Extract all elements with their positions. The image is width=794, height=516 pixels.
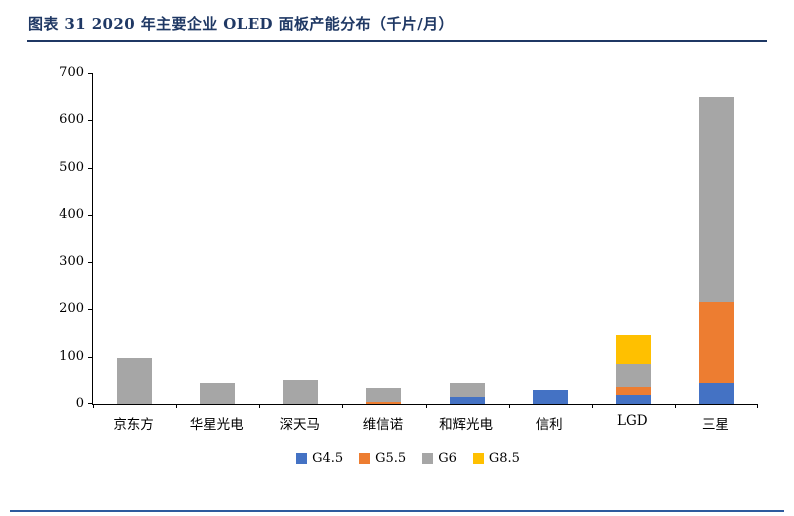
y-axis-tick <box>88 356 92 358</box>
y-axis-tick <box>88 309 92 311</box>
bar-segment-三星-G4.5 <box>698 382 734 404</box>
oled-capacity-chart: 0 100 200 300 400 500 600 700 京东方 华星光电 深天马 维信诺 和辉光电… <box>50 58 766 470</box>
legend-label-G4.5: G4.5 <box>312 451 344 466</box>
legend-label-G5.5: G5.5 <box>375 451 407 466</box>
x-axis-tick <box>508 404 510 408</box>
x-axis-tick <box>93 404 94 408</box>
legend: G4.5 G5.5 G6 G8.5 <box>50 451 766 466</box>
x-axis-tick <box>425 404 427 408</box>
legend-swatch-G4.5 <box>296 453 308 464</box>
bar-segment-LGD-G5.5 <box>615 387 651 395</box>
bar-segment-LGD-G4.5 <box>615 394 651 404</box>
y-axis-tick <box>88 403 92 404</box>
x-axis-tick <box>757 404 758 408</box>
legend-item-G6: G6 <box>422 451 457 466</box>
legend-swatch-G6 <box>422 453 434 464</box>
x-axis-label: 深天马 <box>279 417 321 433</box>
legend-item-G5.5: G5.5 <box>359 451 406 466</box>
x-axis-tick <box>674 404 676 408</box>
x-axis-label: LGD <box>617 413 648 429</box>
x-axis-label: 和辉光电 <box>439 417 494 433</box>
x-axis-tick <box>591 404 593 408</box>
bar-segment-维信诺-G5.5 <box>366 402 402 404</box>
y-axis-tick-label: 200 <box>59 301 84 317</box>
bar-segment-维信诺-G6 <box>366 387 402 403</box>
y-axis-tick-label: 500 <box>59 159 84 175</box>
legend-item-G4.5: G4.5 <box>296 451 343 466</box>
bar-segment-华星光电-G6 <box>200 382 236 404</box>
bar-segment-京东方-G6 <box>117 357 153 404</box>
plot-area <box>88 73 758 408</box>
legend-swatch-G5.5 <box>359 453 371 464</box>
footer-divider <box>10 510 784 512</box>
bar-segment-三星-G5.5 <box>698 302 734 383</box>
legend-item-G8.5: G8.5 <box>472 451 520 466</box>
x-axis-label: 信利 <box>535 417 563 433</box>
x-axis-tick <box>259 404 261 408</box>
x-axis-label: 维信诺 <box>362 417 404 433</box>
x-axis-label: 京东方 <box>113 417 154 433</box>
y-axis-tick <box>88 214 92 216</box>
legend-swatch-G8.5 <box>472 453 484 464</box>
legend-label-G8.5: G8.5 <box>488 451 520 466</box>
x-axis-tick <box>176 404 178 408</box>
bar-segment-三星-G6 <box>698 96 734 303</box>
figure-title: 图表 31 2020 年主要企业 OLED 面板产能分布（千片/月） <box>28 15 454 33</box>
y-axis-tick-label: 300 <box>59 254 84 270</box>
y-axis-tick <box>88 120 92 122</box>
y-axis-tick-label: 600 <box>59 112 84 128</box>
bar-segment-深天马-G6 <box>283 380 319 404</box>
x-axis-label: 华星光电 <box>189 417 244 433</box>
legend-label-G6: G6 <box>438 451 457 466</box>
y-axis-tick-label: 0 <box>75 396 84 411</box>
bar-segment-信利-G4.5 <box>532 389 568 404</box>
y-axis-tick-label: 400 <box>59 206 84 222</box>
x-axis-tick <box>342 404 344 408</box>
bar-segment-和辉光电-G4.5 <box>449 396 485 404</box>
y-axis-tick <box>88 262 92 264</box>
title-divider <box>27 40 767 42</box>
y-axis-tick-label: 100 <box>59 348 84 364</box>
y-axis-tick <box>88 167 92 169</box>
bar-segment-LGD-G8.5 <box>615 335 651 364</box>
x-axis-label: 三星 <box>701 417 729 433</box>
bar-segment-和辉光电-G6 <box>449 382 485 397</box>
y-axis-tick <box>88 73 92 74</box>
x-axis-labels: 京东方 华星光电 深天马 维信诺 和辉光电 信利 LGD 三星 <box>92 413 758 435</box>
bar-segment-LGD-G6 <box>615 363 651 388</box>
y-axis-tick-label: 700 <box>59 65 84 80</box>
y-axis: 0 100 200 300 400 500 600 700 <box>50 66 84 411</box>
